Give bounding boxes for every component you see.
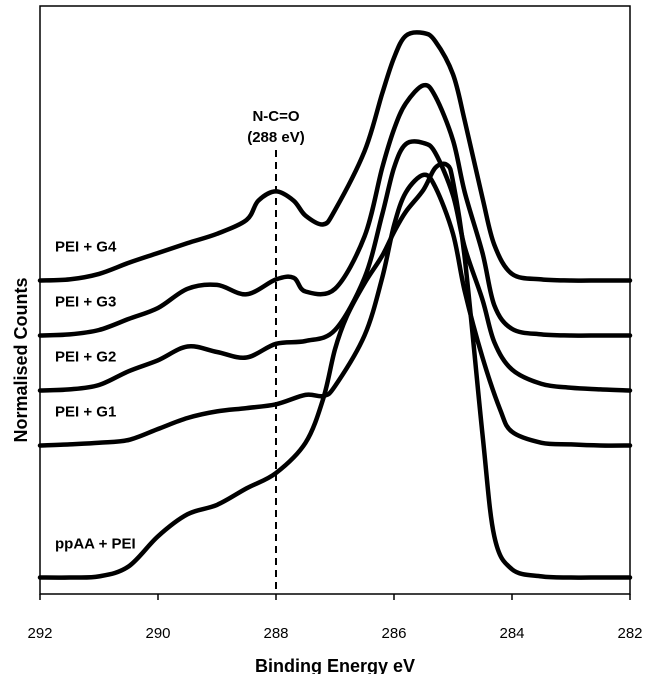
x-tick-label-1: 290 <box>145 625 170 642</box>
series-label-4: ppAA + PEI <box>55 536 136 553</box>
x-tick-label-4: 284 <box>499 625 524 642</box>
series-line-1 <box>37 82 633 338</box>
plot-frame <box>39 5 631 595</box>
series-label-2: PEI + G2 <box>55 349 116 366</box>
series-label-0: PEI + G4 <box>55 239 117 256</box>
reference-label-energy: (288 eV) <box>247 129 305 146</box>
series-line-4 <box>37 161 633 580</box>
x-tick-label-5: 282 <box>617 625 642 642</box>
series-label-1: PEI + G3 <box>55 294 116 311</box>
x-tick-label-3: 286 <box>381 625 406 642</box>
x-tick-label-2: 288 <box>263 625 288 642</box>
series-line-0 <box>37 30 633 283</box>
x-axis-ticks: 292 290 288 286 284 282 <box>27 594 643 642</box>
series-labels: PEI + G4 PEI + G3 PEI + G2 PEI + G1 ppAA + P… <box>55 239 136 553</box>
reference-label: N-C=O <box>252 108 299 125</box>
series-line-3 <box>37 172 633 448</box>
series-layer <box>37 30 633 580</box>
x-axis-label: Binding Energy eV <box>255 656 415 674</box>
x-tick-label-0: 292 <box>27 625 52 642</box>
series-line-2 <box>37 139 633 393</box>
y-axis-label: Normalised Counts <box>11 277 31 442</box>
series-label-3: PEI + G1 <box>55 404 116 421</box>
